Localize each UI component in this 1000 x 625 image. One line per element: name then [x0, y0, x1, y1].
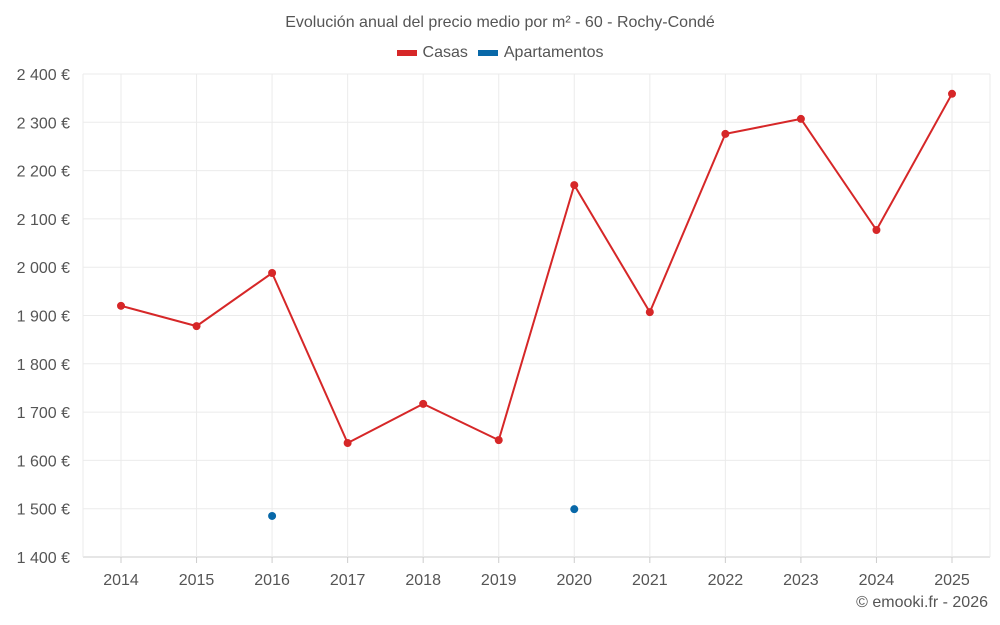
legend-item-casas[interactable]: Casas: [396, 44, 468, 62]
data-point-casas: [948, 89, 956, 98]
series-line-casas: [120, 93, 953, 445]
y-tick-label: 2 400 €: [17, 67, 70, 84]
data-point-apartamentos: [570, 505, 579, 514]
credit: © emooki.fr - 2026: [856, 594, 988, 611]
y-tick-label: 2 200 €: [17, 164, 70, 181]
x-tick-label: 2024: [859, 572, 895, 589]
y-tick-label: 1 800 €: [17, 357, 70, 374]
x-tick-label: 2023: [783, 572, 819, 589]
data-point-casas: [419, 399, 428, 408]
data-point-casas: [268, 268, 277, 277]
data-point-apartamentos: [268, 511, 277, 520]
y-tick-label: 2 000 €: [17, 260, 70, 277]
x-tick-label: 2016: [254, 572, 290, 589]
y-tick-label: 1 700 €: [17, 405, 70, 422]
legend-label: Apartamentos: [503, 44, 604, 61]
legend: Casas Apartamentos: [0, 44, 1000, 62]
data-point-casas: [796, 114, 805, 123]
data-point-casas: [721, 129, 730, 138]
y-tick-label: 1 400 €: [17, 550, 70, 567]
x-tick-label: 2020: [556, 572, 592, 589]
data-point-casas: [570, 181, 579, 190]
legend-swatch-casas: [396, 50, 417, 56]
data-point-casas: [645, 308, 654, 317]
y-tick-label: 1 900 €: [17, 309, 70, 326]
y-tick-label: 1 600 €: [17, 453, 70, 470]
data-point-casas: [872, 226, 881, 235]
y-tick-label: 1 500 €: [17, 502, 70, 519]
legend-item-apartamentos[interactable]: Apartamentos: [477, 44, 604, 62]
y-tick-label: 2 300 €: [17, 115, 70, 132]
x-tick-label: 2014: [103, 572, 139, 589]
y-tick-label: 2 100 €: [17, 212, 70, 229]
x-tick-label: 2018: [405, 572, 441, 589]
x-tick-label: 2017: [330, 572, 366, 589]
legend-swatch-apartamentos: [477, 50, 498, 56]
data-point-casas: [494, 436, 503, 445]
x-tick-label: 2025: [934, 572, 970, 589]
x-tick-label: 2019: [481, 572, 517, 589]
data-point-casas: [192, 322, 201, 331]
x-tick-label: 2022: [708, 572, 744, 589]
data-point-casas: [343, 439, 352, 448]
x-tick-label: 2015: [179, 572, 215, 589]
chart-title: Evolución anual del precio medio por m² …: [285, 14, 715, 31]
legend-label: Casas: [422, 44, 468, 61]
x-tick-label: 2021: [632, 572, 668, 589]
data-point-casas: [117, 301, 125, 310]
